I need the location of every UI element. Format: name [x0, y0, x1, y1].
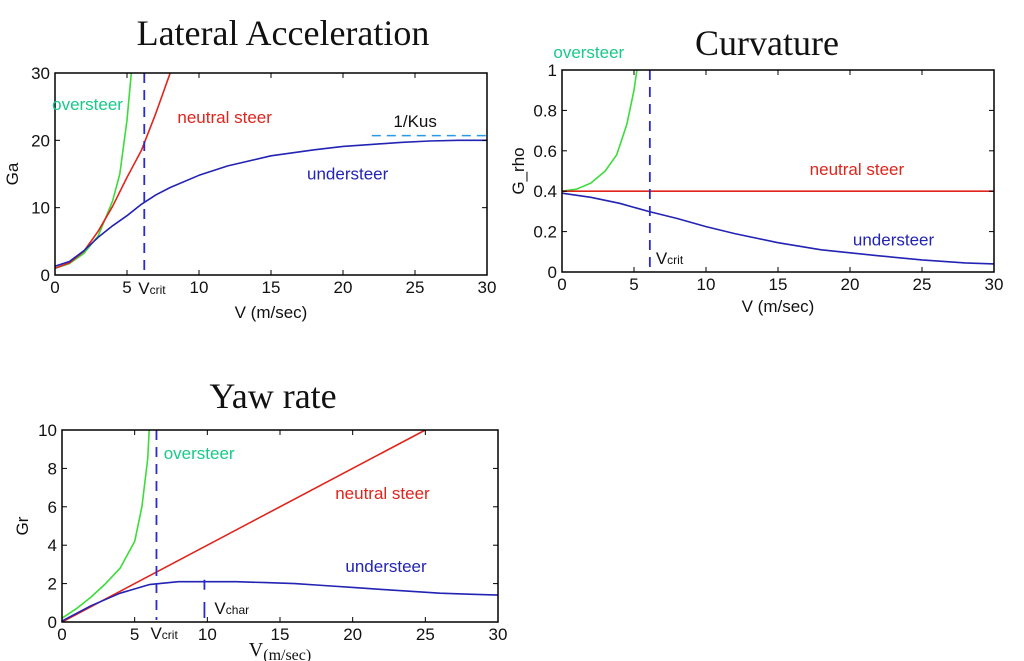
y-tick-label: 8	[48, 459, 57, 478]
y-tick-label: 4	[48, 536, 57, 555]
x-tick-label: 20	[343, 625, 362, 644]
vcrit-label: Vcrit	[138, 279, 166, 298]
vcrit-label: Vcrit	[150, 624, 178, 643]
plot-area	[562, 70, 994, 265]
y-tick-label: 0	[41, 266, 50, 285]
y-tick-label: 0	[548, 263, 557, 282]
x-axis-label: V (m/sec)	[235, 303, 308, 322]
y-tick-label: 0.6	[533, 142, 557, 161]
plot-area	[62, 430, 498, 622]
series-line-neutral-steer	[62, 430, 426, 622]
chart-lateral: Lateral Acceleration 0 5 10 15 20 25 30 0 10 20 30 V…	[3, 13, 496, 322]
x-tick-label: 0	[50, 278, 59, 297]
x-tick-label: 30	[985, 275, 1004, 294]
plot-area	[55, 73, 487, 270]
x-tick-label: 20	[334, 278, 353, 297]
x-tick-label: 10	[697, 275, 716, 294]
series-line-neutral-steer	[55, 73, 171, 270]
x-tick-label: 25	[416, 625, 435, 644]
x-tick-label: 15	[262, 278, 281, 297]
chart-title: Curvature	[695, 23, 839, 63]
x-tick-label: 5	[122, 278, 131, 297]
x-tick-label: 15	[271, 625, 290, 644]
x-tick-label: 10	[198, 625, 217, 644]
x-tick-label: 20	[841, 275, 860, 294]
x-tick-label: 15	[769, 275, 788, 294]
y-tick-label: 0.4	[533, 182, 557, 201]
annotation-label: understeer	[345, 557, 427, 576]
annotation-label: oversteer	[164, 444, 235, 463]
y-tick-label: 10	[38, 421, 57, 440]
annotation-label: understeer	[307, 164, 389, 183]
annotation-label: oversteer	[553, 43, 624, 62]
y-tick-label: 20	[31, 131, 50, 150]
y-tick-label: 6	[48, 498, 57, 517]
x-axis-label: V (m/sec)	[742, 297, 815, 316]
y-tick-label: 0	[48, 613, 57, 632]
x-tick-label: 10	[190, 278, 209, 297]
x-tick-label: 25	[913, 275, 932, 294]
x-tick-label: 5	[130, 625, 139, 644]
x-tick-label: 5	[629, 275, 638, 294]
y-tick-label: 30	[31, 64, 50, 83]
y-tick-label: 2	[48, 575, 57, 594]
x-tick-label: 0	[557, 275, 566, 294]
y-tick-label: 10	[31, 199, 50, 218]
chart-title: Lateral Acceleration	[137, 13, 430, 53]
x-tick-label: 30	[478, 278, 497, 297]
annotation-label: understeer	[853, 231, 935, 250]
y-axis-label: Gr	[13, 516, 32, 535]
y-axis-label: G_rho	[509, 147, 528, 194]
y-axis-label: Ga	[3, 162, 22, 185]
vchar-label: Vchar	[214, 599, 249, 618]
y-tick-label: 0.8	[533, 101, 557, 120]
series-line-oversteer	[562, 70, 638, 192]
x-tick-label: 25	[406, 278, 425, 297]
annotation-label: neutral steer	[810, 160, 905, 179]
annotation-label: oversteer	[52, 95, 123, 114]
series-line-understeer	[562, 192, 994, 265]
x-tick-label: 30	[489, 625, 508, 644]
series-line-understeer	[55, 139, 487, 267]
vcrit-label: Vcrit	[656, 249, 684, 268]
chart-curvature: Curvature 0 5 10 15 20 25 30 0 0.2 0.4 0.6 0.8 1 V (m/…	[509, 23, 1003, 316]
annotation-label: 1/Kus	[393, 112, 436, 131]
chart-title: Yaw rate	[209, 376, 336, 416]
x-tick-label: 0	[57, 625, 66, 644]
annotation-label: neutral steer	[177, 108, 272, 127]
series-line-oversteer	[62, 430, 150, 619]
y-tick-label: 0.2	[533, 223, 557, 242]
series-line-understeer	[62, 580, 498, 622]
y-tick-label: 1	[548, 61, 557, 80]
annotation-label: neutral steer	[335, 484, 430, 503]
